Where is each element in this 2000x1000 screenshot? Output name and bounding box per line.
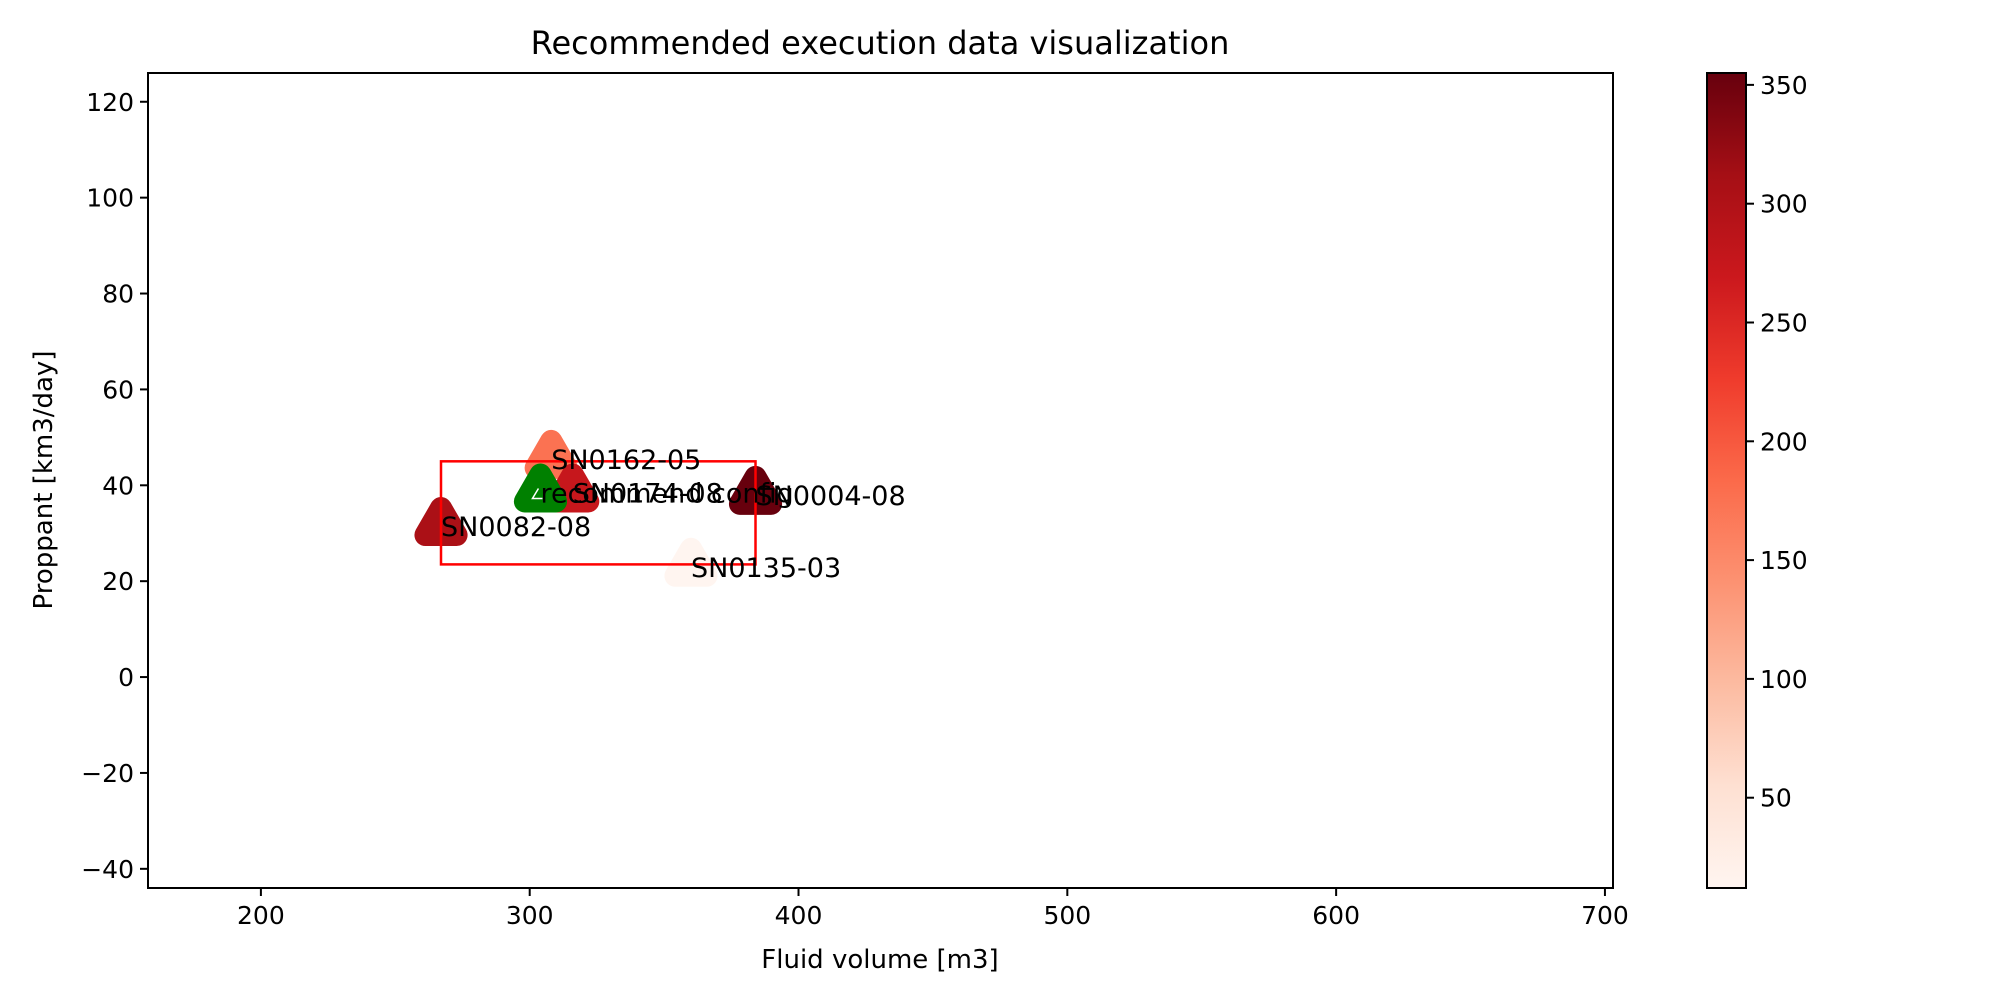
colorbar-tick-label: 100: [1760, 665, 1808, 694]
recommended-label: recommend config: [540, 478, 793, 509]
x-tick-label: 200: [237, 901, 285, 930]
colorbar-tick-label: 350: [1760, 71, 1808, 100]
y-tick-label: −20: [81, 759, 134, 788]
recommended-point: [513, 463, 568, 513]
colorbar-tick-label: 250: [1760, 308, 1808, 337]
point-label: SN0174-08: [573, 478, 723, 509]
colorbar: [1706, 72, 1747, 889]
y-tick-label: −40: [81, 855, 134, 884]
chart-title: Recommended execution data visualization: [531, 24, 1230, 62]
y-tick-label: 80: [102, 280, 134, 309]
highlight-box: [439, 460, 757, 566]
colorbar-tick-label: 200: [1760, 427, 1808, 456]
x-tick-label: 500: [1043, 901, 1091, 930]
y-axis-title: Proppant [km3/day]: [29, 351, 59, 610]
x-axis-title: Fluid volume [m3]: [761, 945, 998, 975]
data-point: [664, 537, 718, 587]
plot-marks: [414, 429, 783, 587]
point-label: SN0082-08: [441, 512, 591, 543]
colorbar-tick-label: 300: [1760, 190, 1808, 219]
y-tick-label: 0: [118, 663, 134, 692]
x-tick-label: 300: [506, 901, 554, 930]
point-label: SN0004-08: [756, 481, 906, 512]
y-axis-ticks: −40 −20 0 20 40 60 80 100 120: [81, 88, 148, 884]
y-tick-label: 40: [102, 471, 134, 500]
x-tick-label: 600: [1312, 901, 1360, 930]
colorbar-ticks: 50 100 150 200 250 300 350: [1746, 71, 1808, 813]
colorbar-tick-label: 150: [1760, 546, 1808, 575]
x-axis-ticks: 200 300 400 500 600 700: [237, 888, 1629, 930]
recommended-point-glyph: [531, 488, 543, 500]
plot-frame: [147, 72, 1614, 889]
x-tick-label: 700: [1581, 901, 1629, 930]
point-label: SN0135-03: [691, 553, 841, 584]
data-point: [546, 463, 600, 513]
y-tick-label: 60: [102, 375, 134, 404]
y-tick-label: 20: [102, 567, 134, 596]
point-label: SN0162-05: [551, 445, 701, 476]
y-tick-label: 120: [86, 88, 134, 117]
y-tick-label: 100: [86, 184, 134, 213]
x-tick-label: 400: [775, 901, 823, 930]
colorbar-tick-label: 50: [1760, 784, 1792, 813]
